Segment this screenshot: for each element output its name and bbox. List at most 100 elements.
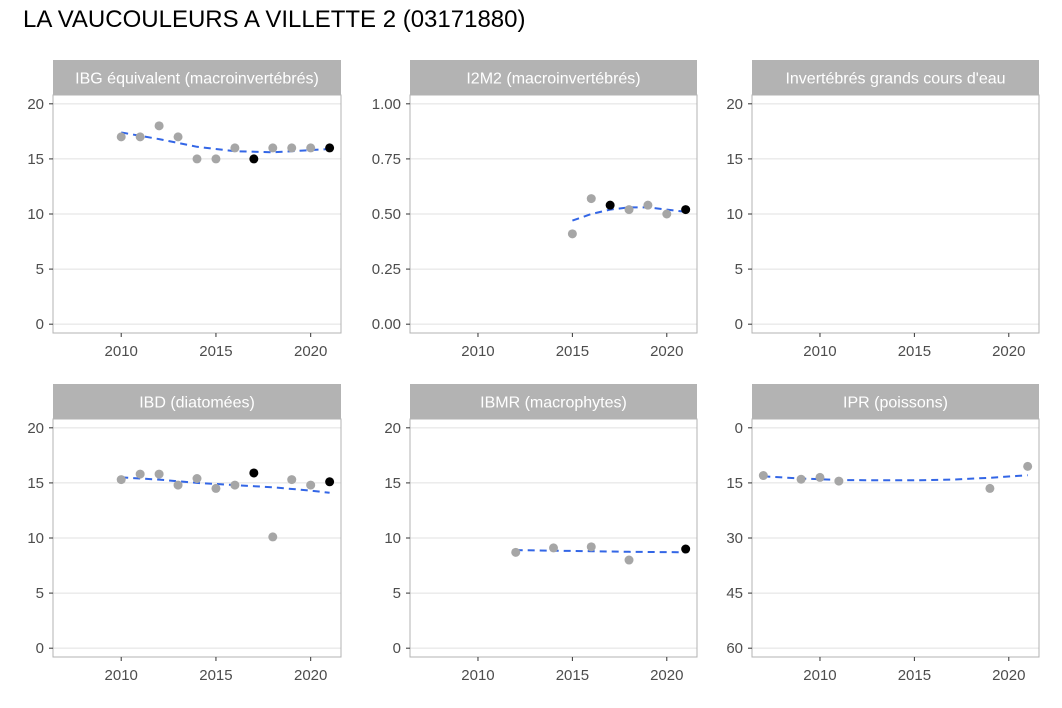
tick-label-y: 60: [726, 640, 743, 657]
panel-5: IBMR (macrophytes) 0 5 10 15 20 2010 2015 2020: [384, 384, 698, 684]
facet-title: Invertébrés grands cours d'eau: [785, 71, 1005, 88]
tick-label-x: 2020: [650, 667, 683, 684]
tick-label-y: 0.00: [372, 316, 401, 333]
tick-label-y: 5: [36, 585, 44, 602]
panel-1: IBG équivalent (macroinvertébrés) 0 5 10 15 2…: [27, 60, 342, 360]
tick-label-y: 20: [384, 420, 401, 437]
tick-label-y: 15: [27, 151, 44, 168]
data-point: [268, 532, 278, 542]
facet-title: IBG équivalent (macroinvertébrés): [75, 71, 319, 88]
facet-strip: [53, 60, 341, 95]
data-point: [192, 474, 202, 483]
data-point: [287, 475, 297, 485]
tick-label-x: 2010: [803, 343, 836, 360]
panel-4: IBD (diatomées) 0 5 10 15 20 2010 2015 2020: [27, 384, 342, 684]
data-point: [287, 143, 297, 153]
tick-label-x: 2015: [898, 667, 931, 684]
facet-strip: [752, 60, 1039, 95]
tick-label-x: 2015: [556, 667, 589, 684]
data-point: [624, 555, 634, 565]
data-point-highlight: [325, 477, 335, 487]
data-point: [586, 194, 596, 204]
panel-6: IPR (poissons) 0 15 30 45 60 2010 2015 2020: [726, 384, 1040, 684]
data-point: [173, 480, 183, 490]
data-point: [154, 469, 164, 479]
tick-label-y: 15: [27, 475, 44, 492]
tick-label-y: 10: [726, 206, 743, 223]
data-point: [511, 547, 521, 557]
tick-label-y: 30: [726, 530, 743, 547]
data-point: [643, 200, 653, 210]
tick-label-y: 20: [27, 96, 44, 113]
facet-strip: [410, 60, 697, 95]
tick-label-x: 2020: [650, 343, 683, 360]
facet-title: IBMR (macrophytes): [480, 395, 627, 412]
tick-label-y: 0.50: [372, 206, 401, 223]
data-point: [306, 480, 316, 490]
trend-line: [121, 131, 330, 154]
tick-label-x: 2020: [992, 667, 1025, 684]
panel-2: I2M2 (macroinvertébrés) 0.00 0.25 0.50 0.75 1…: [372, 60, 698, 360]
facet-strip: [410, 384, 697, 419]
tick-label-y: 0: [393, 640, 401, 657]
data-point: [1023, 461, 1033, 471]
data-point: [306, 143, 316, 153]
tick-label-y: 5: [735, 261, 743, 278]
tick-label-y: 10: [27, 530, 44, 547]
data-point: [624, 205, 634, 215]
tick-label-y: 1.00: [372, 96, 401, 113]
data-point: [154, 121, 164, 131]
page-title: LA VAUCOULEURS A VILLETTE 2 (03171880): [23, 6, 526, 33]
tick-label-x: 2015: [199, 667, 232, 684]
tick-label-x: 2010: [461, 667, 494, 684]
tick-label-y: 0: [36, 316, 44, 333]
facet-title: IBD (diatomées): [139, 395, 255, 412]
tick-label-x: 2010: [105, 343, 138, 360]
data-point-highlight: [249, 468, 259, 478]
facet-title: I2M2 (macroinvertébrés): [466, 71, 640, 88]
tick-label-y: 0.25: [372, 261, 401, 278]
tick-label-y: 15: [384, 475, 401, 492]
data-point: [116, 132, 126, 142]
data-point: [230, 143, 240, 153]
data-point-highlight: [605, 200, 615, 210]
facet-title: IPR (poissons): [843, 395, 948, 412]
tick-label-y: 20: [726, 96, 743, 113]
trend-line: [763, 474, 1028, 482]
tick-label-y: 45: [726, 585, 743, 602]
tick-label-x: 2015: [199, 343, 232, 360]
data-point: [567, 229, 577, 239]
tick-label-y: 15: [726, 151, 743, 168]
data-point: [135, 132, 145, 142]
data-point-highlight: [249, 154, 259, 164]
data-point: [211, 483, 221, 493]
data-point: [173, 132, 183, 142]
tick-label-y: 5: [36, 261, 44, 278]
data-point: [230, 480, 240, 490]
tick-label-x: 2020: [294, 667, 327, 684]
data-point: [135, 469, 145, 479]
tick-label-y: 20: [27, 420, 44, 437]
tick-label-x: 2015: [898, 343, 931, 360]
data-point: [758, 471, 768, 481]
data-point: [662, 209, 672, 219]
data-point-highlight: [325, 143, 335, 153]
tick-label-x: 2010: [461, 343, 494, 360]
tick-label-y: 0: [735, 316, 743, 333]
data-point-highlight: [681, 544, 691, 554]
tick-label-y: 10: [27, 206, 44, 223]
data-point: [985, 483, 995, 493]
tick-label-y: 10: [384, 530, 401, 547]
facet-strip: [752, 384, 1039, 419]
data-point: [586, 542, 596, 552]
tick-label-x: 2015: [556, 343, 589, 360]
tick-label-y: 15: [726, 475, 743, 492]
trend-line: [121, 476, 330, 494]
tick-label-y: 0: [36, 640, 44, 657]
tick-label-x: 2010: [803, 667, 836, 684]
facet-strip: [53, 384, 341, 419]
panel-3: Invertébrés grands cours d'eau 0 5 10 15 20 20…: [726, 60, 1040, 360]
data-point: [116, 475, 126, 485]
tick-label-y: 5: [393, 585, 401, 602]
